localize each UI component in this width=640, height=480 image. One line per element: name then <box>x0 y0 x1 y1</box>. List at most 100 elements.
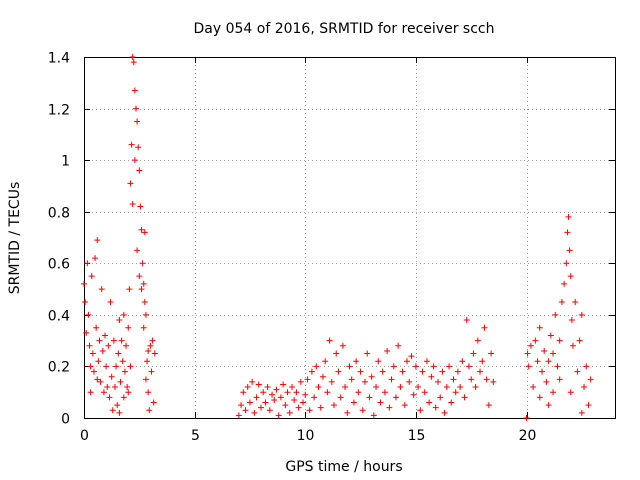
data-point <box>525 363 532 370</box>
data-point <box>370 412 377 419</box>
data-point <box>117 378 124 385</box>
data-point <box>98 286 105 293</box>
data-point <box>81 280 87 287</box>
data-point <box>335 368 342 375</box>
data-point <box>108 373 115 380</box>
data-point <box>388 376 395 383</box>
data-point <box>337 394 344 401</box>
data-point <box>401 402 408 409</box>
y-tick-label: 1.2 <box>48 103 70 119</box>
data-point <box>249 378 256 385</box>
x-tick-label: 10 <box>297 428 315 444</box>
data-point <box>532 337 539 344</box>
data-point <box>138 226 145 233</box>
data-point <box>87 363 94 370</box>
data-point <box>271 396 278 403</box>
data-point <box>346 363 353 370</box>
data-point <box>116 317 123 324</box>
data-point <box>141 298 148 305</box>
data-point <box>106 394 113 401</box>
data-point <box>331 402 338 409</box>
data-point <box>116 409 123 416</box>
data-point <box>246 399 253 406</box>
data-point <box>291 396 298 403</box>
data-point <box>258 404 264 411</box>
y-tick-label: 1 <box>61 154 70 170</box>
data-point <box>96 337 103 344</box>
data-point <box>426 399 433 406</box>
data-point <box>441 409 448 416</box>
data-point <box>110 337 117 344</box>
data-point <box>115 350 122 357</box>
data-point <box>113 363 120 370</box>
data-point <box>136 167 143 174</box>
data-point <box>286 409 293 416</box>
data-point <box>127 363 134 370</box>
data-point <box>556 337 563 344</box>
data-point <box>103 363 110 370</box>
data-point <box>121 368 128 375</box>
data-point <box>253 394 260 401</box>
data-point <box>104 384 111 391</box>
data-point <box>288 384 295 391</box>
x-axis-label: GPS time / hours <box>285 459 402 475</box>
data-point <box>576 337 583 344</box>
data-point <box>545 358 552 365</box>
data-point <box>375 358 382 365</box>
data-point <box>124 384 131 391</box>
data-point <box>384 347 391 354</box>
data-point <box>311 394 318 401</box>
y-tick-labels: 0 0.2 0.4 0.6 0.8 1 1.2 1.4 <box>48 51 70 428</box>
data-point <box>145 389 152 396</box>
data-point <box>99 347 106 354</box>
data-point <box>94 376 101 383</box>
data-point <box>342 384 349 391</box>
data-point <box>284 389 291 396</box>
data-point <box>574 368 581 375</box>
data-point <box>392 394 399 401</box>
data-point <box>313 363 320 370</box>
data-point <box>85 311 92 318</box>
data-point <box>364 350 371 357</box>
chart-title: Day 054 of 2016, SRMTID for receiver scc… <box>194 21 495 37</box>
data-point <box>583 363 590 370</box>
data-point <box>366 394 373 401</box>
data-point <box>251 409 258 416</box>
data-point <box>119 358 126 365</box>
data-point <box>479 358 486 365</box>
data-point <box>459 358 466 365</box>
data-point <box>275 412 282 419</box>
data-point <box>465 363 472 370</box>
data-point <box>306 407 313 414</box>
data-point <box>587 376 594 383</box>
data-point <box>244 384 251 391</box>
data-point <box>238 402 245 409</box>
data-point <box>558 298 565 305</box>
data-point <box>581 384 588 391</box>
data-point <box>255 381 262 388</box>
data-point <box>269 391 276 398</box>
data-point <box>277 394 284 401</box>
data-point <box>524 350 531 357</box>
data-point <box>146 407 153 414</box>
data-point <box>142 311 149 318</box>
data-point <box>333 350 340 357</box>
data-point <box>538 368 545 375</box>
data-point <box>348 376 355 383</box>
data-point <box>264 384 271 391</box>
data-point <box>359 407 366 414</box>
data-point <box>419 368 426 375</box>
plot-frame <box>84 57 616 419</box>
data-point <box>344 409 351 416</box>
data-point <box>412 363 419 370</box>
data-point <box>428 373 435 380</box>
data-point <box>125 324 132 331</box>
data-point <box>266 407 273 414</box>
data-point <box>567 273 574 280</box>
data-point <box>450 376 457 383</box>
data-point <box>308 368 315 375</box>
data-point <box>585 402 592 409</box>
data-point <box>483 376 490 383</box>
data-point <box>137 203 144 210</box>
data-point <box>353 358 360 365</box>
